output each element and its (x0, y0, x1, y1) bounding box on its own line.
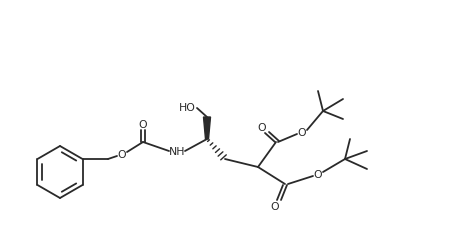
Polygon shape (203, 118, 211, 139)
Text: HO: HO (179, 103, 196, 113)
Text: NH: NH (169, 146, 185, 156)
Text: O: O (139, 119, 147, 129)
Text: O: O (314, 169, 322, 179)
Text: O: O (271, 201, 279, 211)
Text: O: O (118, 149, 126, 159)
Text: O: O (298, 127, 306, 137)
Text: O: O (258, 122, 266, 132)
